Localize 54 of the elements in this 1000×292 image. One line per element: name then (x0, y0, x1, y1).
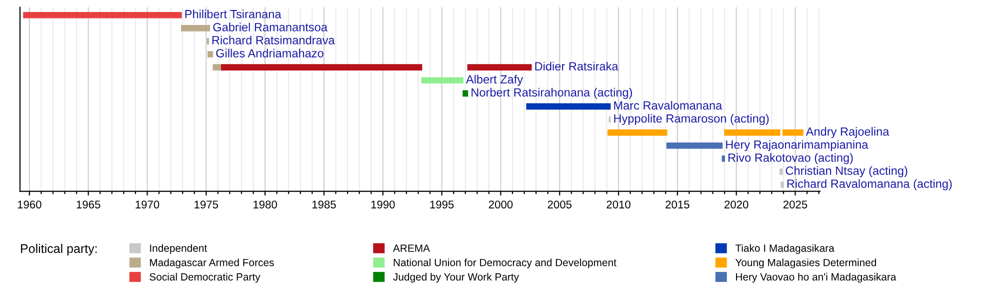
y-tick-label: Richard Ravalomanana (acting) (787, 179, 952, 190)
x-tick-label: 1985 (312, 200, 336, 208)
bar (467, 64, 532, 70)
legend-title: Political party: (21, 244, 97, 256)
y-tick-label: Albert Zafy (466, 74, 524, 86)
y-tick-label: Hyppolite Ramaroson (acting) (614, 114, 769, 126)
bar (526, 103, 611, 110)
x-tick-label: 1975 (194, 200, 218, 208)
bar (23, 12, 182, 18)
y-tick-label: Didier Ratsiraka (535, 62, 618, 70)
legend-label: AREMA (392, 244, 430, 252)
legend-label: Judged by Your Work Party (393, 272, 519, 283)
x-tick-label: 2000 (488, 200, 513, 208)
x-tick-label: 1995 (430, 200, 454, 208)
x-tick-label: 2015 (666, 200, 690, 208)
y-tick-label: Norbert Ratsirahonana (acting) (472, 88, 632, 99)
bar (722, 155, 725, 162)
bar (180, 25, 210, 32)
y-tick-label: Marc Ravalomanana (614, 100, 722, 110)
bar (782, 129, 804, 136)
bar (780, 168, 783, 175)
bar (462, 90, 468, 97)
legend-label: Young Malagasies Determined (735, 258, 876, 268)
y-tick-label: Gabriel Ramanantsoa (213, 22, 328, 32)
x-tick-label: 1990 (371, 200, 395, 208)
x-tick-label: 2010 (606, 200, 630, 208)
bar (780, 182, 784, 188)
bar (666, 142, 723, 149)
x-tick-label: 1980 (254, 200, 277, 208)
bar (221, 64, 422, 70)
legend-label: Tiako I Madagasikara (735, 244, 834, 254)
x-tick-label: 2025 (783, 200, 808, 208)
x-tick-label: 1965 (76, 200, 100, 208)
y-tick-label: Hery Rajaonarimampianina (726, 140, 868, 152)
bar (608, 129, 668, 136)
x-tick-label: 1960 (18, 200, 42, 208)
bar (212, 64, 222, 70)
bar (421, 77, 464, 84)
bar (208, 51, 214, 58)
y-tick-label: Gilles Andriamahazo (216, 48, 324, 58)
legend-label: Madagascar Armed Forces (150, 258, 274, 268)
legend-label: National Union for Democracy and Development (394, 258, 616, 268)
x-tick-label: 2005 (548, 200, 572, 208)
x-tick-label: 1970 (136, 200, 160, 208)
legend-label: Social Democratic Party (150, 272, 260, 283)
y-tick-label: Andry Rajoelina (806, 127, 890, 138)
y-tick-label: Richard Ratsimandrava (212, 36, 335, 44)
y-tick-label: Rivo Rakotovao (acting) (728, 153, 853, 164)
legend-label: Hery Vaovao ho an'i Madagasikara (736, 272, 896, 283)
bar (724, 129, 780, 136)
y-tick-label: Christian Ntsay (acting) (786, 166, 908, 178)
y-tick-label: Philibert Tsiranana (185, 10, 282, 18)
legend-label: Independent (150, 244, 208, 254)
x-tick-label: 2020 (724, 200, 748, 208)
